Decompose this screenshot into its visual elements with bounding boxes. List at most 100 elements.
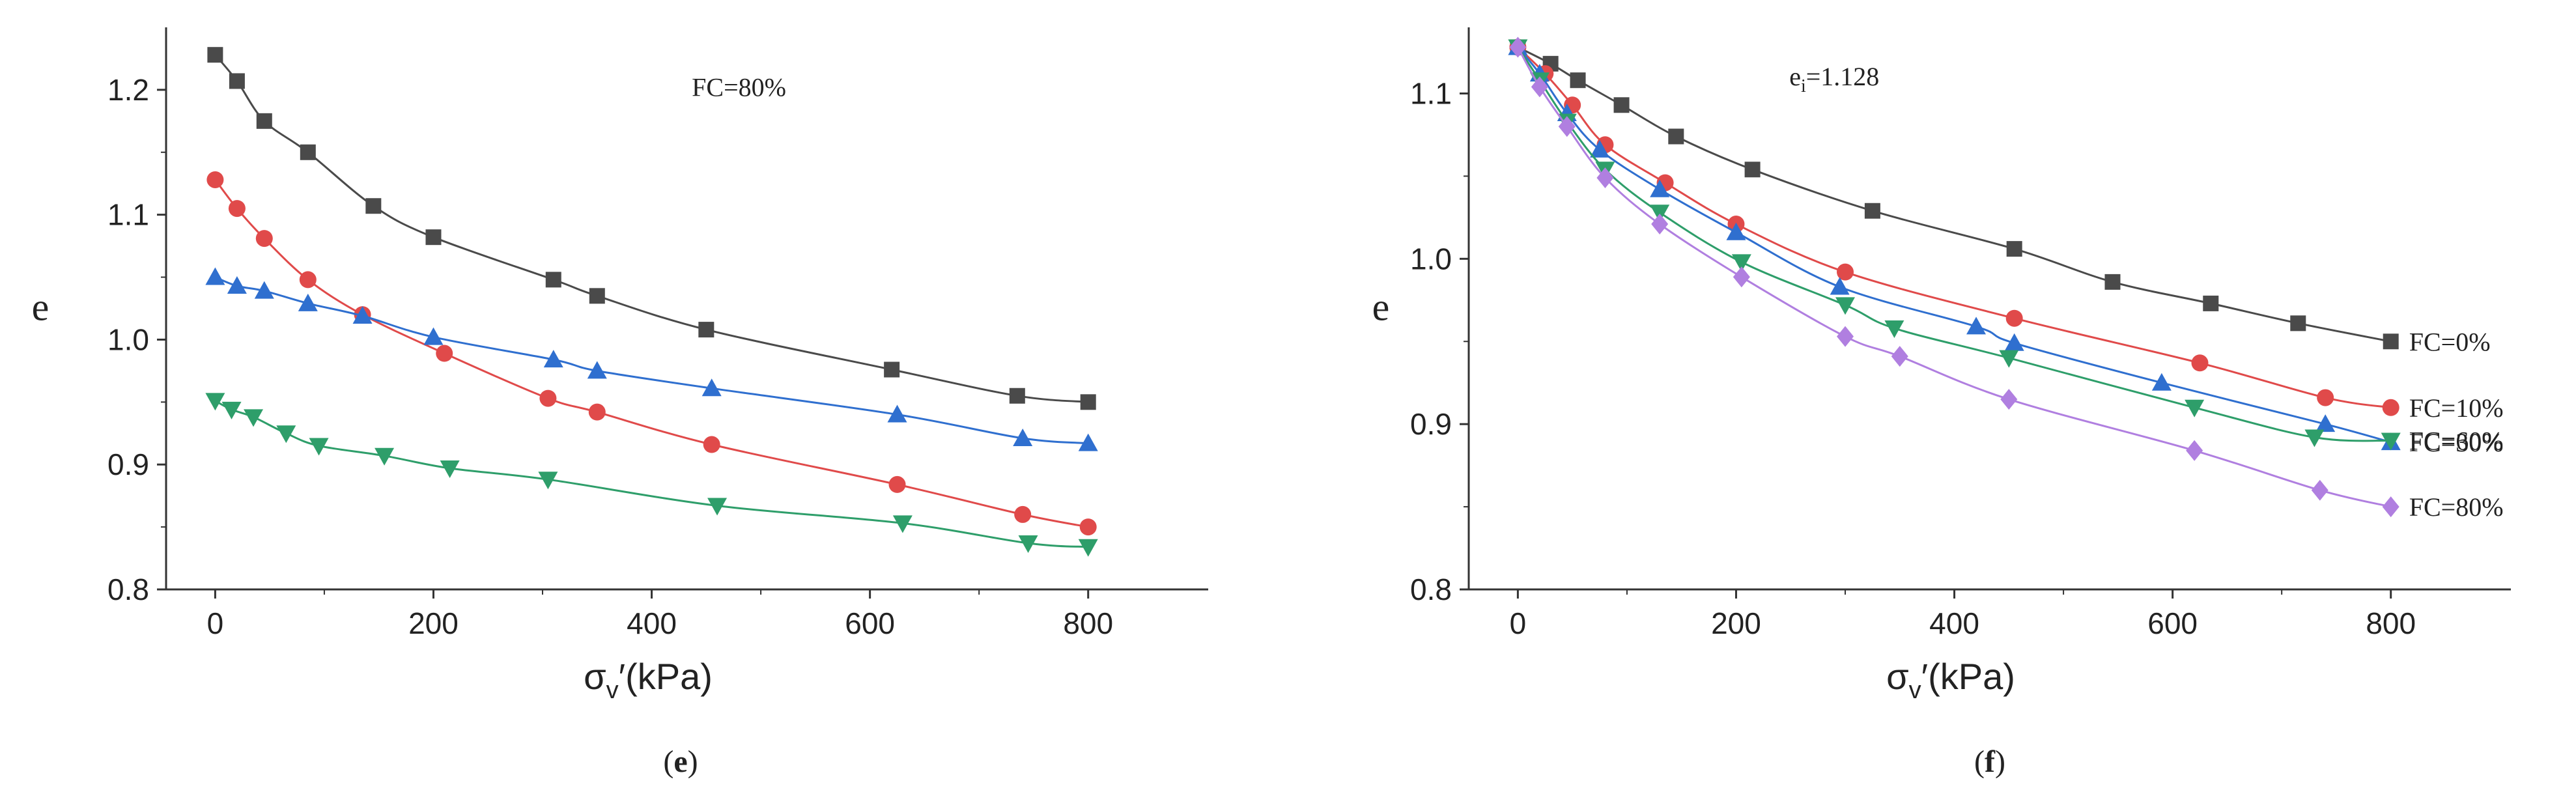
data-point [1590, 139, 1610, 158]
x-axis-title-unit: ′(kPa) [1921, 656, 2015, 697]
data-point [1650, 205, 1670, 223]
data-point [2382, 399, 2399, 416]
y-tick-label: 1.2 [107, 73, 149, 107]
data-point [1837, 326, 1854, 347]
data-point [1651, 214, 1669, 235]
data-point [2290, 315, 2306, 332]
series-line [1517, 46, 2391, 409]
series-line [214, 54, 1088, 403]
y-tick-label: 1.1 [107, 198, 149, 232]
data-point [2383, 333, 2399, 350]
y-axis-title: e [1372, 286, 1390, 329]
chart-panel-f: 0 200 400 600 8000.80.91.01.1eσv′(kPa)ei=1.1… [1372, 27, 2511, 779]
legend-label: FC=80% [2409, 492, 2504, 522]
data-point [1891, 346, 1908, 367]
data-point [1531, 76, 1548, 98]
x-axis-title-subscript: v [606, 677, 619, 704]
x-tick-label: 600 [2147, 606, 2198, 640]
data-point [1014, 505, 1032, 523]
x-tick-label: 600 [845, 606, 895, 640]
data-point [2304, 429, 2325, 447]
legend-label: FC=30% [2409, 428, 2504, 457]
legend-label: FC=60% [2409, 427, 2504, 456]
data-point [538, 472, 558, 490]
series-line [1517, 46, 2392, 508]
x-tick-label: 200 [408, 606, 459, 640]
data-point [2203, 295, 2219, 311]
data-point [1013, 428, 1033, 446]
data-point [1079, 518, 1097, 536]
data-point [227, 275, 247, 294]
x-axis-title-symbol: σ [1886, 656, 1909, 697]
y-tick-label: 0.9 [107, 447, 149, 481]
data-point [701, 378, 722, 397]
series-2 [1509, 38, 2399, 416]
annotation-value: =1.128 [1806, 62, 1880, 91]
data-point [228, 200, 246, 218]
x-axis-title: σv′(kPa) [584, 656, 713, 704]
data-point [299, 271, 317, 289]
data-point [2006, 241, 2022, 257]
data-point [892, 515, 913, 533]
x-axis-title-symbol: σ [584, 656, 606, 697]
data-point [1078, 433, 1098, 451]
data-point [2000, 389, 2018, 410]
data-point [352, 306, 373, 324]
x-axis-title: σv′(kPa) [1886, 656, 2015, 704]
data-point [276, 425, 296, 444]
data-point [206, 171, 224, 188]
data-point [1726, 222, 1746, 240]
x-axis-title-subscript: v [1909, 677, 1921, 704]
data-point [2191, 354, 2209, 372]
panel-label: (f) [1974, 744, 2005, 779]
data-point [1596, 167, 1614, 188]
data-point [229, 73, 245, 89]
data-point [1884, 320, 1904, 338]
data-point [2311, 479, 2328, 501]
data-point [2317, 389, 2334, 406]
data-point [300, 144, 316, 160]
x-tick-label: 800 [2366, 606, 2416, 640]
data-point [2382, 496, 2399, 518]
data-point [1570, 72, 1586, 89]
data-point [707, 498, 728, 516]
y-tick-label: 0.8 [107, 572, 149, 606]
data-point [1018, 535, 1038, 554]
series-2 [206, 171, 1097, 536]
data-point [205, 393, 225, 411]
data-point [2186, 440, 2203, 461]
series-line [1517, 46, 2391, 442]
panel-label-letter: f [1985, 744, 1996, 779]
data-point [887, 404, 907, 423]
data-point [703, 436, 720, 453]
data-point [205, 267, 225, 285]
data-point [587, 361, 607, 379]
data-point [1668, 128, 1684, 145]
data-point [1731, 254, 1751, 272]
data-point [698, 322, 715, 338]
data-point [1080, 394, 1096, 410]
data-point [1078, 539, 1098, 557]
series-line [214, 179, 1088, 528]
annotation-subscript: i [1801, 76, 1806, 96]
y-tick-label: 1.0 [107, 322, 149, 356]
data-point [1650, 179, 1670, 197]
y-tick-label: 0.8 [1410, 572, 1452, 606]
data-point [888, 475, 906, 493]
data-point [884, 361, 900, 378]
data-point [1999, 350, 2019, 368]
data-point [1966, 317, 1987, 335]
series-4 [205, 393, 1098, 557]
x-tick-label: 400 [1929, 606, 1979, 640]
series-3 [1508, 37, 2401, 451]
data-point [1837, 263, 1854, 281]
x-tick-label: 800 [1063, 606, 1113, 640]
x-tick-label: 0 [207, 606, 224, 640]
y-axis-title: e [32, 286, 50, 329]
series-line [214, 276, 1088, 445]
data-point [221, 401, 242, 419]
data-point [365, 198, 382, 214]
panel-label-close: ) [688, 744, 698, 779]
series-line [1517, 46, 2391, 343]
